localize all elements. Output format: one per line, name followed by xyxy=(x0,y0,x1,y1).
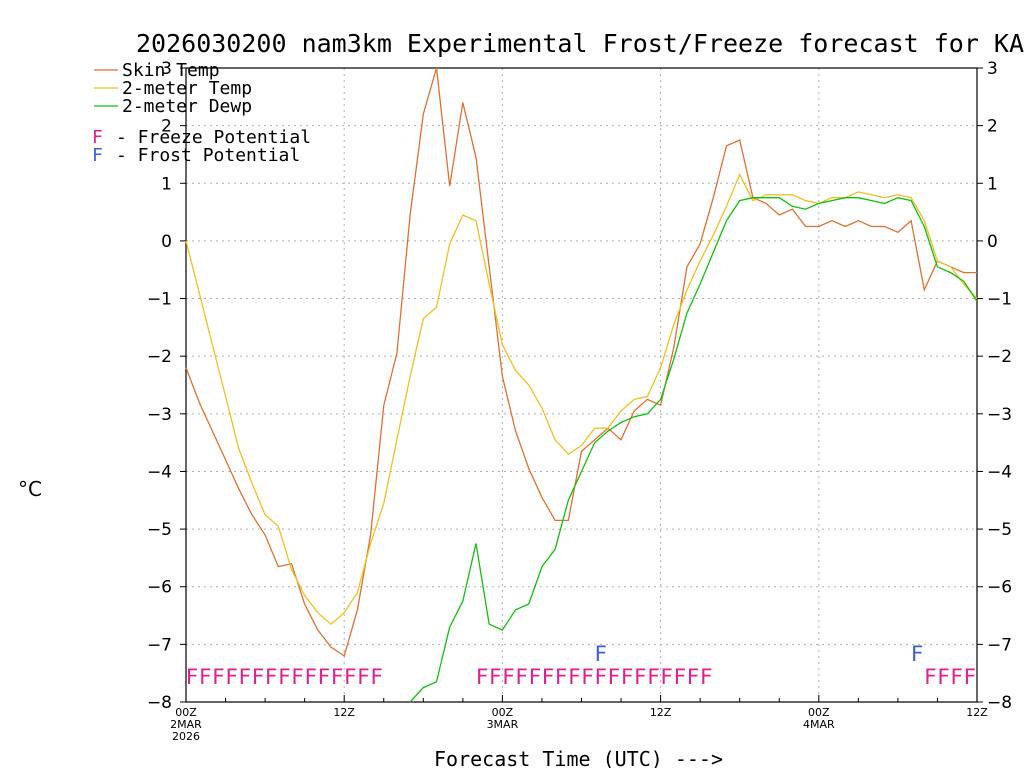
freeze-flag: F xyxy=(304,665,317,689)
y-tick-label: 1 xyxy=(161,174,172,194)
freeze-flag: F xyxy=(357,665,370,689)
frost-flag: F xyxy=(911,642,924,666)
series-skin-line xyxy=(185,67,977,657)
freeze-flag: F xyxy=(502,665,515,689)
freeze-flag: F xyxy=(278,665,291,689)
freeze-flag: F xyxy=(344,665,357,689)
legend-symbol-frost: F xyxy=(92,145,103,166)
y-tick-label: −2 xyxy=(147,347,172,367)
freeze-flag: F xyxy=(594,665,607,689)
freeze-flag: F xyxy=(621,665,634,689)
legend-label-frost: - Frost Potential xyxy=(116,145,300,166)
freeze-flag: F xyxy=(252,665,265,689)
freeze-flag: F xyxy=(212,665,225,689)
freeze-flag: F xyxy=(608,665,621,689)
series-lines xyxy=(185,67,978,703)
x-tick-label: 3MAR xyxy=(487,718,519,731)
freeze-flag: F xyxy=(937,665,950,689)
y-tick-label-right: 1 xyxy=(987,174,998,194)
y-tick-label: −8 xyxy=(147,693,172,713)
freeze-flag: F xyxy=(700,665,713,689)
y-axis-label: °C xyxy=(18,477,42,501)
freeze-flag: F xyxy=(687,665,700,689)
y-tick-label: −5 xyxy=(147,520,172,540)
y-tick-label-right: −3 xyxy=(987,405,1012,425)
freeze-flag: F xyxy=(660,665,673,689)
freeze-flag: F xyxy=(568,665,581,689)
y-tick-label-right: −5 xyxy=(987,520,1012,540)
x-tick-label: 2MAR xyxy=(170,718,202,731)
x-tick-label: 2026 xyxy=(172,730,200,743)
y-axis: 3 3 2 2 1 1 0 0 −1 −1 −2 −2 −3 −3 −4 −4 −5 −5 −6 −6 −7 −7 −8 −8 xyxy=(147,59,1012,713)
freeze-flag: F xyxy=(265,665,278,689)
y-tick-label: 2 xyxy=(161,117,172,137)
x-tick-label: 12Z xyxy=(966,706,988,719)
freeze-flag: F xyxy=(318,665,331,689)
legend-label-dewp: 2-meter Dewp xyxy=(122,96,252,117)
x-tick-label: 4MAR xyxy=(803,718,835,731)
y-tick-label: −1 xyxy=(147,290,172,310)
y-tick-label-right: −2 xyxy=(987,347,1012,367)
freeze-flag: F xyxy=(528,665,541,689)
freeze-flag: F xyxy=(331,665,344,689)
x-tick-label: 00Z xyxy=(492,706,514,719)
legend-label-skin: Skin Temp xyxy=(122,60,220,81)
series-dewp-line xyxy=(409,197,978,703)
y-tick-label-right: −6 xyxy=(987,578,1012,598)
x-tick-label: 00Z xyxy=(808,706,830,719)
legend-label-t2m: 2-meter Temp xyxy=(122,78,252,99)
potential-flags: F F F F F F F F F F F F F F F F F F F F F F F F F F F F F F F F FF FF F F F xyxy=(186,642,976,689)
freeze-flag: F xyxy=(555,665,568,689)
y-tick-label-right: 0 xyxy=(987,232,998,252)
freeze-flag: F xyxy=(225,665,238,689)
y-tick-label: 0 xyxy=(161,232,172,252)
legend-symbol-freeze: F xyxy=(92,127,103,148)
freeze-flag: F xyxy=(186,665,199,689)
freeze-flag: F xyxy=(291,665,304,689)
freeze-flag: F xyxy=(673,665,686,689)
series-t2m-line xyxy=(185,173,978,626)
frost-flag: F xyxy=(594,642,607,666)
freeze-flag: F xyxy=(963,665,976,689)
x-tick-label: 12Z xyxy=(333,706,355,719)
y-tick-label: −4 xyxy=(147,462,172,482)
y-tick-label: −7 xyxy=(147,635,172,655)
y-tick-label: −3 xyxy=(147,405,172,425)
freeze-flag: F xyxy=(924,665,937,689)
freeze-flag: F xyxy=(581,665,594,689)
x-axis-label: Forecast Time (UTC) ---> xyxy=(434,747,723,768)
freeze-flag: F xyxy=(542,665,555,689)
x-tick-label: 12Z xyxy=(650,706,672,719)
y-tick-label-right: −7 xyxy=(987,635,1012,655)
freeze-flag: F xyxy=(489,665,502,689)
freeze-flag: F xyxy=(370,665,383,689)
freeze-flag: F xyxy=(515,665,528,689)
freeze-flag: F xyxy=(647,665,660,689)
freeze-flag: F xyxy=(476,665,489,689)
freeze-flag: F xyxy=(199,665,212,689)
y-tick-label-right: −1 xyxy=(987,290,1012,310)
y-tick-label: −6 xyxy=(147,578,172,598)
y-tick-label-right: −8 xyxy=(987,693,1012,713)
y-tick-label-right: −4 xyxy=(987,462,1012,482)
y-tick-label: 3 xyxy=(161,59,172,79)
plot-frame xyxy=(185,67,978,703)
grid xyxy=(186,68,977,702)
x-tick-label: 00Z xyxy=(175,706,197,719)
legend-label-freeze: - Freeze Potential xyxy=(116,127,311,148)
freeze-flag: F xyxy=(238,665,251,689)
chart-title: 2026030200 nam3km Experimental Frost/Fre… xyxy=(136,29,1024,58)
freeze-flag: F xyxy=(634,665,647,689)
freeze-flag: F xyxy=(950,665,963,689)
y-tick-label-right: 3 xyxy=(987,59,998,79)
y-tick-label-right: 2 xyxy=(987,117,998,137)
